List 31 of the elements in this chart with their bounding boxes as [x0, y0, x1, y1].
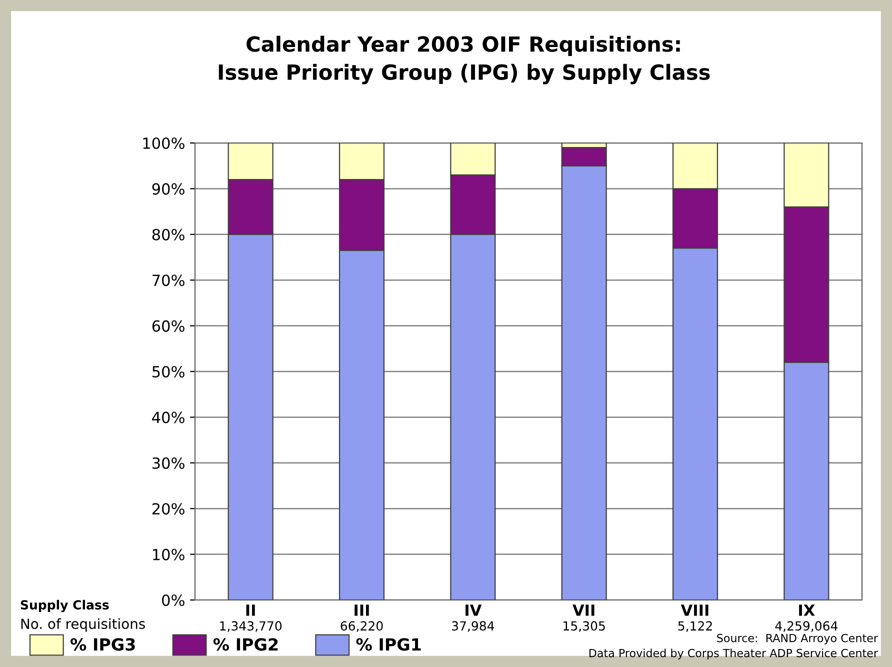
x-tick-label: VIII [680, 604, 708, 616]
y-tick-label: 50% [152, 366, 184, 378]
text: 37,984 [452, 621, 494, 632]
text: 4,259,064 [775, 621, 838, 632]
x-tick-label: III [354, 604, 369, 616]
text: 66,220 [340, 621, 383, 632]
chart-title: Calendar Year 2003 OIF Requisitions: Issue Priority Group (IPG) by Supply Class [218, 36, 710, 84]
text: No. of requisitions [21, 618, 145, 632]
x-tick-label: II [246, 604, 255, 616]
text: 1,343,770 [220, 621, 282, 632]
y-tick-label: 80% [152, 228, 184, 240]
text: 15,305 [564, 621, 605, 632]
x-tick-label: IX [799, 604, 815, 616]
legend-label: % IPG3 [70, 638, 135, 651]
text: 5,122 [678, 621, 712, 632]
legend-label: % IPG2 [213, 638, 278, 651]
source-note: Source: RAND Arroyo Center [717, 634, 878, 644]
x-tick-label: IV [466, 604, 482, 616]
y-tick-label: 60% [152, 320, 184, 332]
x-tick-label: VII [572, 604, 594, 616]
text: Supply Class [20, 600, 109, 612]
y-tick-label: 70% [152, 274, 184, 286]
y-tick-label: 20% [152, 503, 184, 515]
y-tick-label: 90% [152, 183, 184, 195]
y-tick-label: 100% [143, 137, 184, 150]
y-tick-label: 10% [153, 548, 184, 560]
y-tick-label: 0% [162, 594, 184, 606]
y-tick-label: 30% [152, 457, 184, 469]
y-tick-label: 40% [152, 412, 184, 424]
text: Data Provided by Corps Theater ADP Service Center [589, 648, 878, 660]
legend-label: % IPG1 [356, 638, 421, 651]
